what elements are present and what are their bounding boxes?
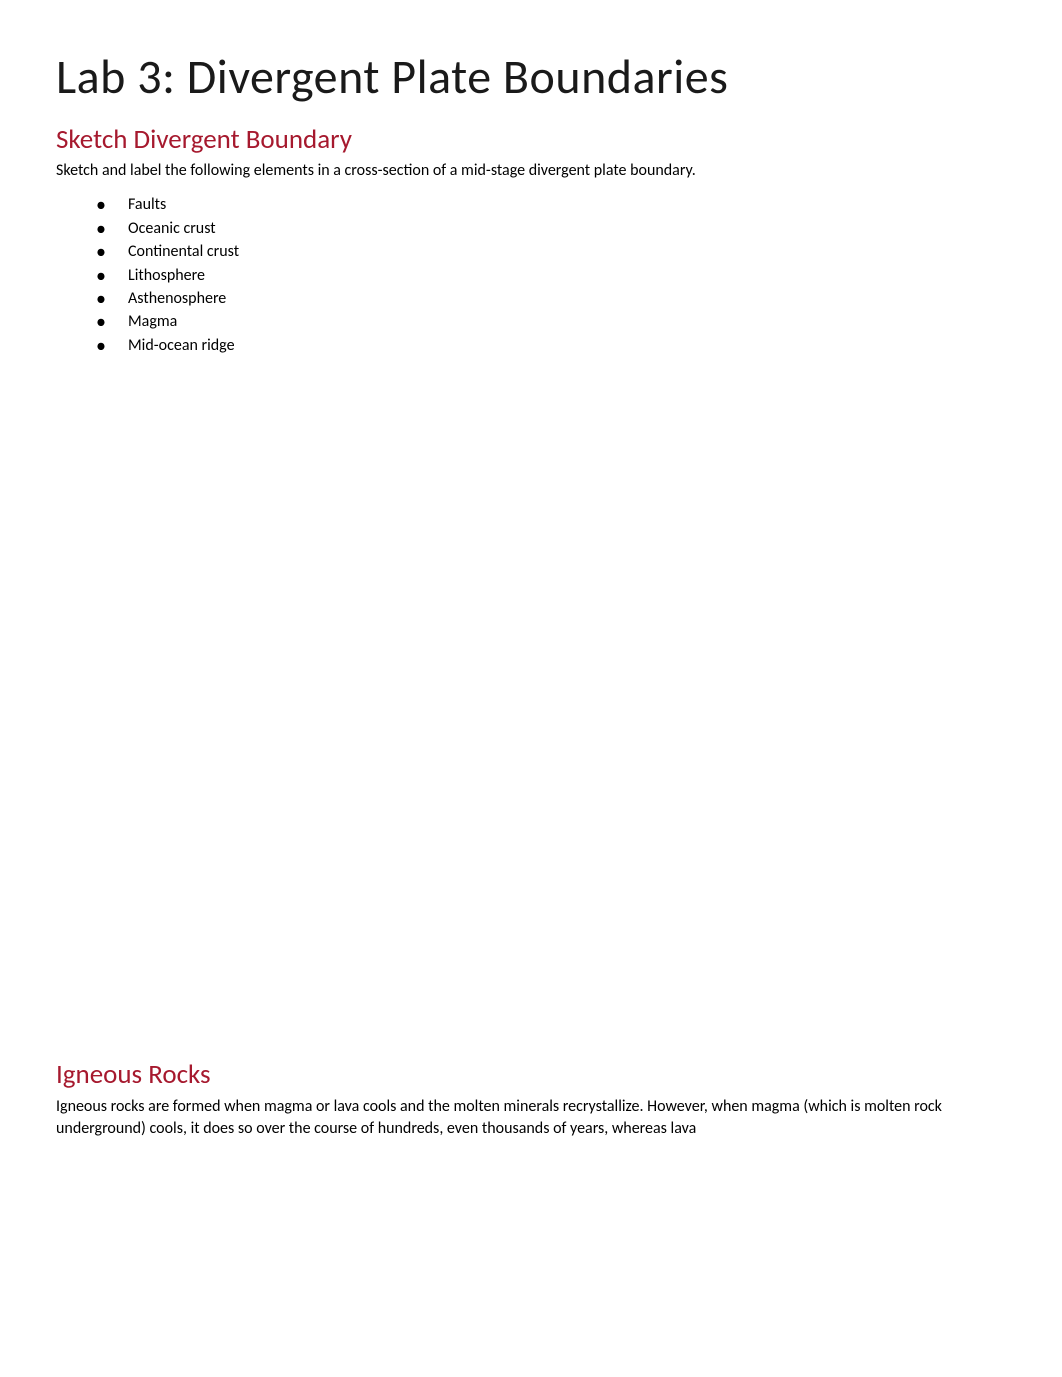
section-heading-igneous: Igneous Rocks [56,1059,1006,1091]
list-item: Faults [96,194,1006,216]
list-item: Continental crust [96,241,1006,263]
list-item: Lithosphere [96,265,1006,287]
list-item: Oceanic crust [96,218,1006,240]
section-intro-sketch: Sketch and label the following elements … [56,160,1006,182]
list-item: Mid-ocean ridge [96,335,1006,357]
list-item: Magma [96,311,1006,333]
list-item: Asthenosphere [96,288,1006,310]
bullet-list-sketch: Faults Oceanic crust Continental crust L… [56,194,1006,357]
section-body-igneous: Igneous rocks are formed when magma or l… [56,1096,1006,1141]
section-heading-sketch: Sketch Divergent Boundary [56,124,1006,156]
page-title: Lab 3: Divergent Plate Boundaries [56,48,1006,106]
